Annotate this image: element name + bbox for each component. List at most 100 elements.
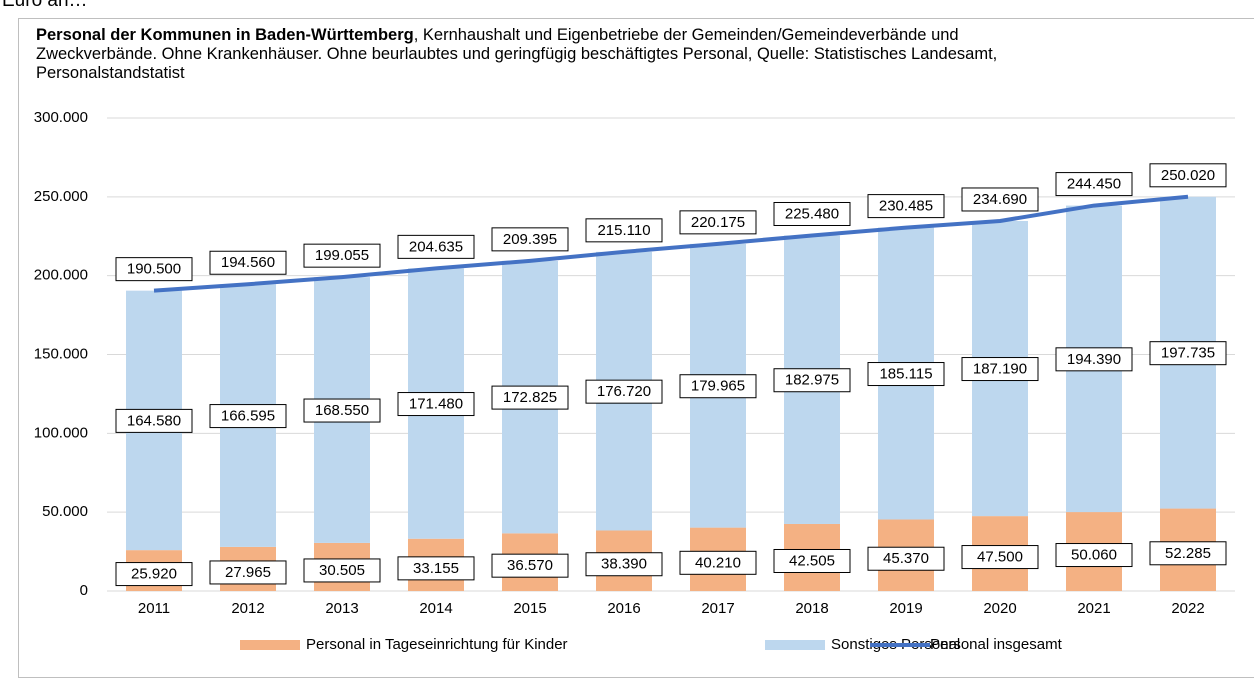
x-tick-label: 2015 <box>513 600 546 617</box>
label-box <box>773 368 851 393</box>
data-label: 33.155 <box>413 560 459 577</box>
y-tick-label: 200.000 <box>34 267 88 284</box>
chart-subtitle: , Kernhaushalt und Eigenbetriebe der Gem… <box>36 26 998 82</box>
y-tick-label: 250.000 <box>34 188 88 205</box>
data-label: 40.210 <box>695 554 741 571</box>
label-box <box>961 187 1039 212</box>
x-tick-label: 2019 <box>889 600 922 617</box>
label-box <box>679 210 757 235</box>
label-box <box>209 404 287 429</box>
label-box <box>1149 541 1227 566</box>
data-label: 220.175 <box>691 214 745 231</box>
x-tick-label: 2018 <box>795 600 828 617</box>
data-label: 185.115 <box>879 366 932 383</box>
label-box <box>115 408 193 433</box>
y-tick-label: 300.000 <box>34 109 88 126</box>
legend-label: Personal insgesamt <box>930 636 1063 653</box>
data-label: 164.580 <box>127 412 181 429</box>
data-label: 36.570 <box>507 557 553 574</box>
data-label: 27.965 <box>225 564 271 581</box>
data-label: 50.060 <box>1071 547 1117 564</box>
data-label: 190.500 <box>127 261 181 278</box>
data-label: 209.395 <box>503 231 557 248</box>
data-label: 179.965 <box>691 378 745 395</box>
y-tick-label: 0 <box>80 582 88 599</box>
label-box <box>397 392 475 417</box>
data-label: 234.690 <box>973 191 1027 208</box>
label-box <box>303 243 381 268</box>
label-box <box>1055 172 1133 197</box>
x-tick-label: 2016 <box>607 600 640 617</box>
label-box <box>115 562 193 587</box>
chart-title: Personal der Kommunen in Baden-Württembe… <box>36 26 414 44</box>
label-box <box>397 556 475 581</box>
label-box <box>491 227 569 252</box>
y-tick-label: 150.000 <box>34 345 88 362</box>
legend-swatch <box>765 640 825 650</box>
label-box <box>679 374 757 399</box>
label-box <box>491 385 569 410</box>
data-label: 182.975 <box>785 372 839 389</box>
data-label: 25.920 <box>131 566 177 583</box>
data-label: 199.055 <box>315 247 369 264</box>
label-box <box>585 552 663 577</box>
label-box <box>679 550 757 575</box>
label-box <box>397 234 475 259</box>
label-box <box>303 558 381 583</box>
label-box <box>1149 341 1227 366</box>
data-label: 42.505 <box>789 552 835 569</box>
data-label: 47.500 <box>977 549 1023 566</box>
label-box <box>491 553 569 578</box>
data-label: 172.825 <box>503 389 557 406</box>
y-tick-label: 50.000 <box>42 503 88 520</box>
label-box <box>115 257 193 282</box>
x-tick-label: 2021 <box>1077 600 1110 617</box>
chart-header: Personal der Kommunen in Baden-Württembe… <box>36 26 1026 83</box>
x-tick-label: 2013 <box>325 600 358 617</box>
label-box <box>867 362 945 387</box>
data-label: 176.720 <box>597 383 651 400</box>
clipped-text: Euro an… <box>2 0 88 11</box>
label-box <box>773 201 851 226</box>
data-label: 168.550 <box>315 402 369 419</box>
x-tick-label: 2011 <box>138 600 170 617</box>
data-label: 166.595 <box>221 408 275 425</box>
data-label: 194.390 <box>1067 351 1121 368</box>
data-label: 250.020 <box>1161 167 1215 184</box>
label-box <box>867 194 945 219</box>
label-box <box>585 379 663 404</box>
label-box <box>773 548 851 573</box>
line <box>153 194 1189 293</box>
x-tick-label: 2017 <box>701 600 734 617</box>
label-box <box>961 357 1039 382</box>
data-label: 45.370 <box>883 550 929 567</box>
data-label: 204.635 <box>409 238 463 255</box>
data-label: 225.480 <box>785 205 839 222</box>
label-box <box>867 546 945 571</box>
data-label: 215.110 <box>597 222 650 239</box>
data-label: 230.485 <box>879 198 933 215</box>
x-tick-label: 2022 <box>1171 600 1204 617</box>
label-box <box>585 218 663 243</box>
y-tick-label: 100.000 <box>34 424 88 441</box>
label-box <box>303 398 381 423</box>
legend-label: Personal in Tageseinrichtung für Kinder <box>306 636 568 653</box>
data-label: 30.505 <box>319 562 365 579</box>
label-box <box>209 250 287 275</box>
x-tick-label: 2020 <box>983 600 1016 617</box>
data-label: 244.450 <box>1067 176 1121 193</box>
data-label: 52.285 <box>1165 545 1211 562</box>
label-box <box>1055 543 1133 568</box>
x-tick-label: 2012 <box>231 600 264 617</box>
data-label: 197.735 <box>1161 345 1215 362</box>
label-box <box>961 545 1039 570</box>
data-label: 194.560 <box>221 254 275 271</box>
data-label: 171.480 <box>409 396 463 413</box>
data-label: 38.390 <box>601 556 647 573</box>
label-box <box>1055 347 1133 372</box>
label-box <box>1149 163 1227 188</box>
data-label: 187.190 <box>973 361 1027 378</box>
legend-swatch <box>240 640 300 650</box>
